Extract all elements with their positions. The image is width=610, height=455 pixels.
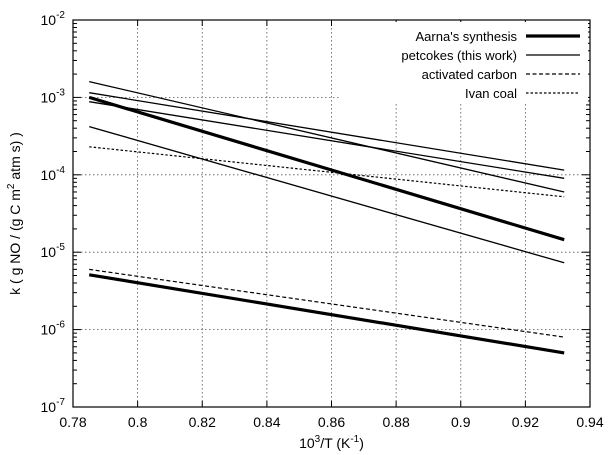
y-tick-label: 10-2 — [41, 10, 66, 28]
x-tick-label: 0.82 — [189, 414, 216, 430]
series-line-solid — [89, 125, 565, 264]
series-line-thick — [88, 95, 565, 242]
legend-label: Aarna's synthesis — [416, 29, 518, 44]
y-tick-label: 10-3 — [41, 87, 66, 105]
series-layer — [88, 80, 565, 355]
x-tick-label: 0.88 — [383, 414, 410, 430]
legend-label: petcokes (this work) — [401, 48, 517, 63]
y-axis-label: k ( g NO / (g C m2 atm s) ) — [6, 132, 23, 295]
x-tick-label: 0.9 — [451, 414, 471, 430]
x-tick-label: 0.84 — [253, 414, 280, 430]
series-line-solid — [89, 80, 565, 193]
plot-frame — [72, 19, 591, 408]
series-line-thick — [88, 273, 565, 355]
series-line-solid — [89, 101, 565, 179]
x-tick-label: 0.86 — [318, 414, 345, 430]
y-tick-label: 10-5 — [41, 242, 66, 260]
series-line-dotted — [89, 146, 565, 198]
x-tick-label: 0.78 — [59, 414, 86, 430]
series-line-dashed — [89, 268, 565, 338]
legend-label: activated carbon — [422, 67, 517, 82]
x-tick-label: 0.8 — [128, 414, 148, 430]
y-tick-label: 10-6 — [41, 320, 66, 338]
y-tick-label: 10-4 — [41, 165, 66, 183]
series-line-solid — [89, 92, 565, 171]
x-tick-label: 0.92 — [512, 414, 539, 430]
y-tick-label: 10-7 — [41, 397, 66, 415]
legend: Aarna's synthesis petcokes (this work) act… — [340, 22, 588, 102]
x-tick-label: 0.94 — [576, 414, 603, 430]
tick-layer: 0.78 0.8 0.82 0.84 0.86 0.88 0.9 0.92 0.94 10-7 10… — [41, 10, 604, 430]
legend-label: Ivan coal — [465, 86, 517, 101]
x-axis-label: 103/T (K-1) — [299, 434, 364, 451]
